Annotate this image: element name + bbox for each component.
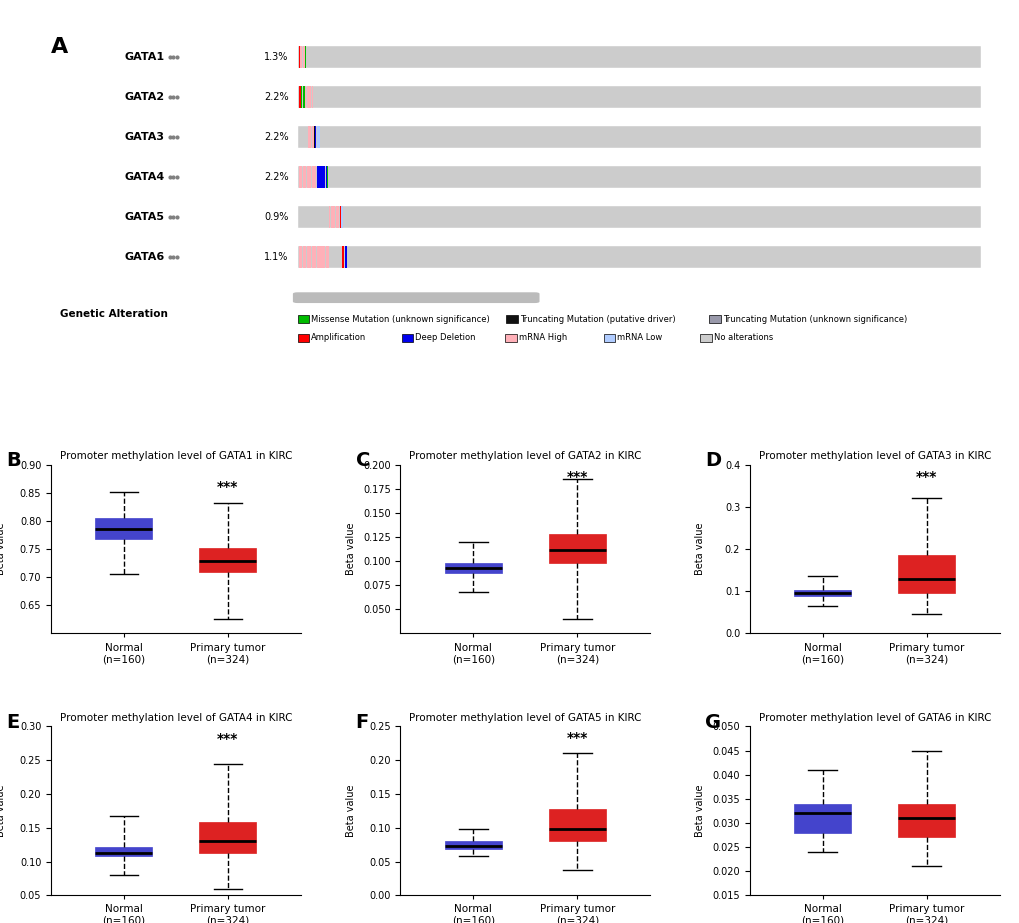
Text: F: F: [356, 713, 369, 732]
Text: 1.3%: 1.3%: [264, 52, 288, 62]
Text: 2.2%: 2.2%: [264, 132, 288, 142]
PathPatch shape: [898, 804, 955, 837]
PathPatch shape: [898, 556, 955, 593]
FancyBboxPatch shape: [603, 334, 614, 342]
PathPatch shape: [444, 841, 501, 849]
FancyBboxPatch shape: [298, 316, 309, 323]
Y-axis label: Beta value: Beta value: [694, 785, 704, 837]
Title: Promoter methylation level of GATA6 in KIRC: Promoter methylation level of GATA6 in K…: [758, 713, 990, 723]
Text: mRNA High: mRNA High: [518, 333, 567, 342]
Text: ***: ***: [217, 733, 238, 747]
Text: C: C: [356, 451, 370, 470]
Text: ***: ***: [567, 731, 587, 746]
Y-axis label: Beta value: Beta value: [0, 522, 6, 575]
Y-axis label: Beta value: Beta value: [694, 522, 704, 575]
Text: Amplification: Amplification: [311, 333, 366, 342]
Text: A: A: [51, 37, 68, 57]
FancyBboxPatch shape: [298, 126, 979, 148]
Text: ***: ***: [217, 480, 238, 494]
Title: Promoter methylation level of GATA5 in KIRC: Promoter methylation level of GATA5 in K…: [409, 713, 641, 723]
FancyBboxPatch shape: [298, 246, 979, 268]
Text: 0.9%: 0.9%: [264, 212, 288, 222]
Text: Genetic Alteration: Genetic Alteration: [60, 309, 168, 318]
Y-axis label: Beta value: Beta value: [345, 785, 356, 837]
Text: GATA1: GATA1: [124, 52, 165, 62]
Text: GATA6: GATA6: [124, 252, 165, 262]
PathPatch shape: [199, 822, 256, 854]
PathPatch shape: [444, 563, 501, 572]
Text: Deep Deletion: Deep Deletion: [415, 333, 475, 342]
Text: Missense Mutation (unknown significance): Missense Mutation (unknown significance): [311, 315, 489, 324]
Text: Truncating Mutation (putative driver): Truncating Mutation (putative driver): [519, 315, 675, 324]
Y-axis label: Beta value: Beta value: [345, 522, 356, 575]
Text: 2.2%: 2.2%: [264, 92, 288, 102]
FancyBboxPatch shape: [401, 334, 413, 342]
Text: E: E: [6, 713, 19, 732]
FancyBboxPatch shape: [298, 206, 979, 228]
Text: mRNA Low: mRNA Low: [616, 333, 661, 342]
Text: No alterations: No alterations: [713, 333, 772, 342]
Text: Truncating Mutation (unknown significance): Truncating Mutation (unknown significanc…: [721, 315, 906, 324]
Text: D: D: [704, 451, 720, 470]
FancyBboxPatch shape: [298, 86, 979, 108]
FancyBboxPatch shape: [504, 334, 517, 342]
Text: GATA4: GATA4: [124, 172, 165, 182]
Title: Promoter methylation level of GATA4 in KIRC: Promoter methylation level of GATA4 in K…: [59, 713, 291, 723]
Text: ***: ***: [915, 470, 936, 484]
Text: GATA2: GATA2: [124, 92, 165, 102]
Text: GATA5: GATA5: [124, 212, 165, 222]
Text: G: G: [704, 713, 720, 732]
PathPatch shape: [95, 518, 152, 539]
FancyBboxPatch shape: [298, 166, 979, 187]
Y-axis label: Beta value: Beta value: [0, 785, 6, 837]
Text: ***: ***: [567, 471, 587, 485]
FancyBboxPatch shape: [700, 334, 711, 342]
PathPatch shape: [548, 534, 605, 563]
FancyBboxPatch shape: [298, 46, 979, 67]
Text: 2.2%: 2.2%: [264, 172, 288, 182]
FancyBboxPatch shape: [292, 293, 539, 303]
FancyBboxPatch shape: [505, 316, 518, 323]
PathPatch shape: [548, 809, 605, 841]
PathPatch shape: [794, 591, 851, 596]
Title: Promoter methylation level of GATA2 in KIRC: Promoter methylation level of GATA2 in K…: [409, 451, 641, 461]
Title: Promoter methylation level of GATA3 in KIRC: Promoter methylation level of GATA3 in K…: [758, 451, 990, 461]
FancyBboxPatch shape: [298, 334, 309, 342]
Title: Promoter methylation level of GATA1 in KIRC: Promoter methylation level of GATA1 in K…: [59, 451, 291, 461]
Text: B: B: [6, 451, 20, 470]
Text: 1.1%: 1.1%: [264, 252, 288, 262]
PathPatch shape: [794, 804, 851, 833]
PathPatch shape: [199, 548, 256, 571]
PathPatch shape: [95, 846, 152, 857]
Text: GATA3: GATA3: [124, 132, 165, 142]
FancyBboxPatch shape: [708, 316, 720, 323]
